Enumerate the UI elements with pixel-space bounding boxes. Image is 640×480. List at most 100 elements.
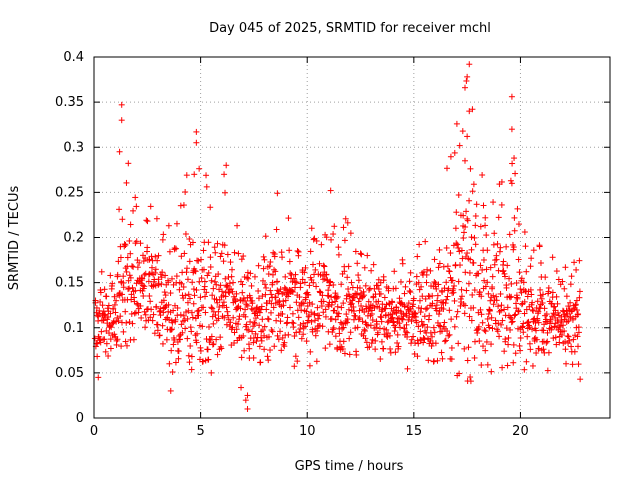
data-point bbox=[470, 259, 477, 266]
data-point bbox=[168, 326, 175, 333]
data-point bbox=[381, 294, 388, 301]
data-point bbox=[123, 319, 130, 326]
data-point bbox=[291, 363, 298, 370]
data-point bbox=[478, 362, 485, 369]
data-point bbox=[264, 315, 271, 322]
data-point bbox=[431, 278, 438, 285]
data-point bbox=[330, 324, 337, 331]
data-point bbox=[219, 288, 226, 295]
data-point bbox=[436, 260, 443, 267]
data-point bbox=[332, 290, 339, 297]
data-point bbox=[322, 306, 329, 313]
data-point bbox=[356, 285, 363, 292]
data-point bbox=[416, 241, 423, 248]
data-point bbox=[155, 281, 162, 288]
data-point bbox=[571, 348, 578, 355]
data-point bbox=[484, 279, 491, 286]
data-point bbox=[521, 310, 528, 317]
data-point bbox=[176, 286, 183, 293]
data-point bbox=[260, 265, 267, 272]
data-point bbox=[272, 294, 279, 301]
data-point bbox=[270, 304, 277, 311]
data-point bbox=[215, 271, 222, 278]
data-point bbox=[506, 231, 513, 238]
data-point bbox=[330, 281, 337, 288]
data-point bbox=[174, 305, 181, 312]
data-point bbox=[335, 313, 342, 320]
data-point bbox=[314, 304, 321, 311]
data-point bbox=[298, 301, 305, 308]
data-point bbox=[477, 306, 484, 313]
data-point bbox=[115, 317, 122, 324]
data-point bbox=[508, 280, 515, 287]
data-point bbox=[472, 241, 479, 248]
data-point bbox=[454, 241, 461, 248]
data-point bbox=[122, 338, 129, 345]
data-point bbox=[292, 353, 299, 360]
data-point bbox=[440, 263, 447, 270]
data-point bbox=[159, 236, 166, 243]
data-point bbox=[123, 179, 130, 186]
data-point bbox=[165, 279, 172, 286]
data-point bbox=[352, 313, 359, 320]
data-point bbox=[508, 315, 515, 322]
data-point bbox=[461, 345, 468, 352]
data-point bbox=[574, 333, 581, 340]
data-point bbox=[370, 261, 377, 268]
data-point bbox=[202, 309, 209, 316]
data-point bbox=[144, 244, 151, 251]
data-point bbox=[361, 264, 368, 271]
data-point bbox=[240, 332, 247, 339]
data-point bbox=[285, 215, 292, 222]
data-point bbox=[534, 298, 541, 305]
data-point bbox=[159, 340, 166, 347]
data-point bbox=[401, 290, 408, 297]
data-point bbox=[297, 322, 304, 329]
data-point bbox=[416, 286, 423, 293]
data-point bbox=[482, 214, 489, 221]
data-point bbox=[160, 297, 167, 304]
data-point bbox=[560, 308, 567, 315]
data-point bbox=[312, 266, 319, 273]
data-point bbox=[465, 280, 472, 287]
data-point bbox=[198, 275, 205, 282]
data-point bbox=[361, 292, 368, 299]
data-point bbox=[223, 162, 230, 169]
data-point bbox=[500, 267, 507, 274]
data-point bbox=[262, 291, 269, 298]
data-point bbox=[188, 366, 195, 373]
data-point bbox=[253, 338, 260, 345]
data-point bbox=[527, 346, 534, 353]
data-point bbox=[455, 192, 462, 199]
data-point bbox=[334, 293, 341, 300]
data-point bbox=[369, 336, 376, 343]
data-point bbox=[326, 341, 333, 348]
data-point bbox=[423, 279, 430, 286]
data-point bbox=[129, 263, 136, 270]
data-point bbox=[126, 285, 133, 292]
data-point bbox=[429, 333, 436, 340]
data-point bbox=[485, 290, 492, 297]
data-point bbox=[356, 307, 363, 314]
data-point bbox=[281, 343, 288, 350]
data-point bbox=[455, 340, 462, 347]
data-point bbox=[242, 397, 249, 404]
data-point bbox=[481, 327, 488, 334]
data-point bbox=[451, 323, 458, 330]
data-point bbox=[456, 248, 463, 255]
data-point bbox=[384, 319, 391, 326]
data-point bbox=[267, 258, 274, 265]
data-point bbox=[375, 298, 382, 305]
data-point bbox=[383, 326, 390, 333]
data-point bbox=[418, 305, 425, 312]
data-point bbox=[407, 269, 414, 276]
data-point bbox=[406, 287, 413, 294]
data-point bbox=[114, 336, 121, 343]
data-point bbox=[421, 313, 428, 320]
data-point bbox=[456, 370, 463, 377]
data-point bbox=[277, 286, 284, 293]
data-point bbox=[402, 283, 409, 290]
data-point bbox=[233, 326, 240, 333]
data-point bbox=[404, 365, 411, 372]
data-point bbox=[529, 326, 536, 333]
